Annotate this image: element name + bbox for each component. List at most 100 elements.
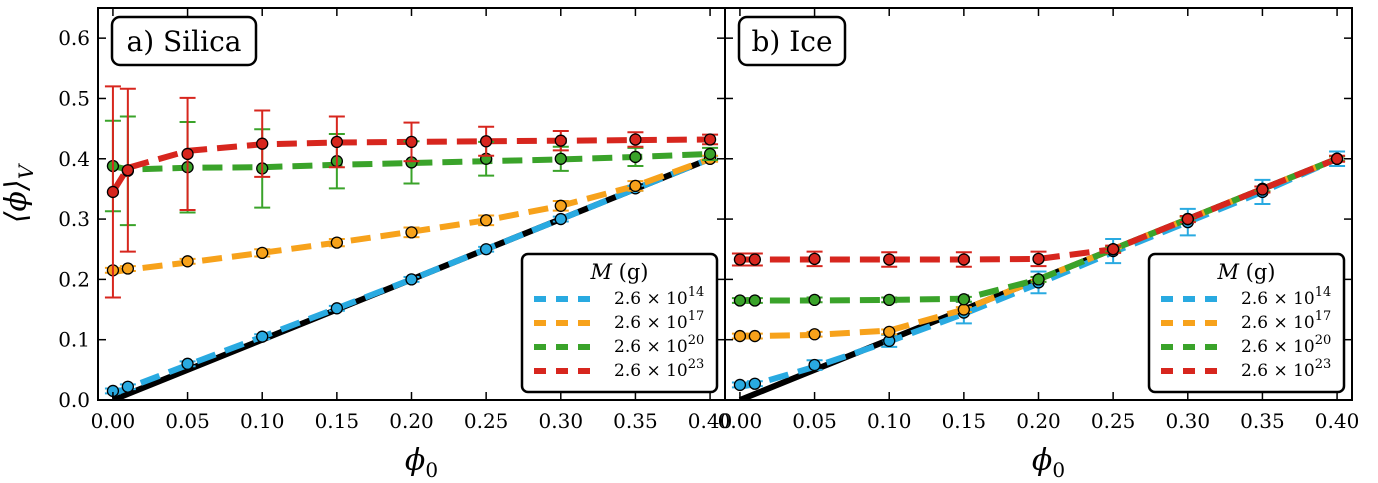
x-axis-title: ϕ0 [1032,443,1065,482]
data-point [1032,273,1045,286]
x-tick-label: 0.30 [539,409,584,433]
legend-title-unit: (g) [612,260,649,284]
data-point [629,150,642,164]
data-point [1256,183,1269,196]
y-tick-label: 0.1 [58,328,90,352]
data-point [554,199,567,212]
x-tick-label: 0.00 [718,409,763,433]
data-point [883,253,896,266]
series-line-1 [111,156,712,397]
x-tick-label: 0.30 [1166,409,1211,433]
data-point [957,303,971,316]
data-point [256,246,269,259]
x-tick-label: 0.40 [688,409,733,433]
data-point [554,134,567,147]
legend-label-base: 2.6 × 10 [1241,313,1315,333]
x-tick-label: 0.10 [240,409,285,433]
legend-label: 2.6 × 1020 [614,333,704,357]
legend-label-base: 2.6 × 10 [1241,289,1315,309]
legend-label-exponent: 17 [1315,309,1332,324]
legend-label: 2.6 × 1023 [614,357,704,381]
data-point [121,262,135,275]
data-point [181,255,194,268]
data-point [808,358,821,372]
legend-label: 2.6 × 1017 [614,309,704,333]
y-axis-symbol: ⟨ϕ⟩ [0,179,34,223]
data-point [554,152,567,165]
data-point [181,147,194,161]
legend-box [1147,252,1346,394]
data-point [629,133,642,146]
legend-label-exponent: 23 [688,357,705,372]
panel-label-box [110,15,258,67]
data-point [479,135,493,148]
series-line-3 [739,156,1339,304]
legend-title-symbol: M [589,260,612,284]
data-point [405,273,418,286]
y-tick-label: 0.2 [58,267,90,291]
data-point [330,302,344,315]
data-point [748,329,762,343]
legend-label-base: 2.6 × 10 [614,289,688,309]
x-tick-label: 0.40 [1315,409,1360,433]
data-point [733,253,747,266]
x-tick-label: 0.05 [792,409,837,433]
x-tick-label: 0.35 [613,409,658,433]
data-point [703,147,717,161]
data-point [330,236,344,249]
x-axis-subscript: 0 [425,458,438,482]
legend-label-base: 2.6 × 10 [614,313,688,333]
legend-label-base: 2.6 × 10 [614,361,688,381]
data-point [256,137,269,150]
y-axis-subscript: V [14,162,38,179]
data-point [479,243,493,256]
data-point [405,135,418,149]
series-line-3 [112,150,711,173]
plot-area [731,150,1346,400]
data-point [733,378,747,392]
panel-label: a) Silica [127,25,242,58]
series-line-4 [739,156,1339,263]
legend-title-symbol: M [1216,260,1239,284]
x-axis-symbol: ϕ [405,443,425,478]
legend-title: M (g) [589,260,648,284]
legend-label: 2.6 × 1023 [1241,357,1331,381]
x-tick-label: 0.10 [867,409,912,433]
legend-label: 2.6 × 1014 [614,285,704,309]
y-axis-title: ⟨ϕ⟩V [0,162,38,223]
legend-title-unit: (g) [1239,260,1276,284]
legend-box [520,252,719,394]
data-point [1330,152,1344,165]
x-tick-label: 0.15 [942,409,987,433]
data-point [733,294,747,307]
data-point [808,293,821,307]
x-tick-label: 0.25 [1091,409,1136,433]
y-tick-label: 0.0 [58,388,90,412]
data-point [748,377,762,390]
x-tick-label: 0.25 [464,409,509,433]
data-point [703,133,717,146]
x-tick-label: 0.05 [165,409,210,433]
series-line-2 [739,156,1339,340]
x-tick-label: 0.00 [91,409,136,433]
data-point [883,325,896,339]
legend-label-exponent: 14 [1315,285,1332,300]
data-point [629,179,642,193]
data-point [808,328,821,341]
y-tick-label: 0.5 [58,86,90,110]
data-point [748,294,762,307]
legend-label: 2.6 × 1014 [1241,285,1331,309]
legend-label-exponent: 20 [688,333,705,348]
y-tick-label: 0.4 [58,147,90,171]
data-point [256,330,269,343]
data-point [106,185,120,199]
x-tick-label: 0.20 [1016,409,1061,433]
data-point [748,253,762,266]
data-point [883,293,896,307]
data-point [1032,252,1045,266]
x-axis-subscript: 0 [1052,458,1065,482]
legend-label-base: 2.6 × 10 [614,337,688,357]
data-point [554,212,567,226]
data-point [479,214,493,227]
